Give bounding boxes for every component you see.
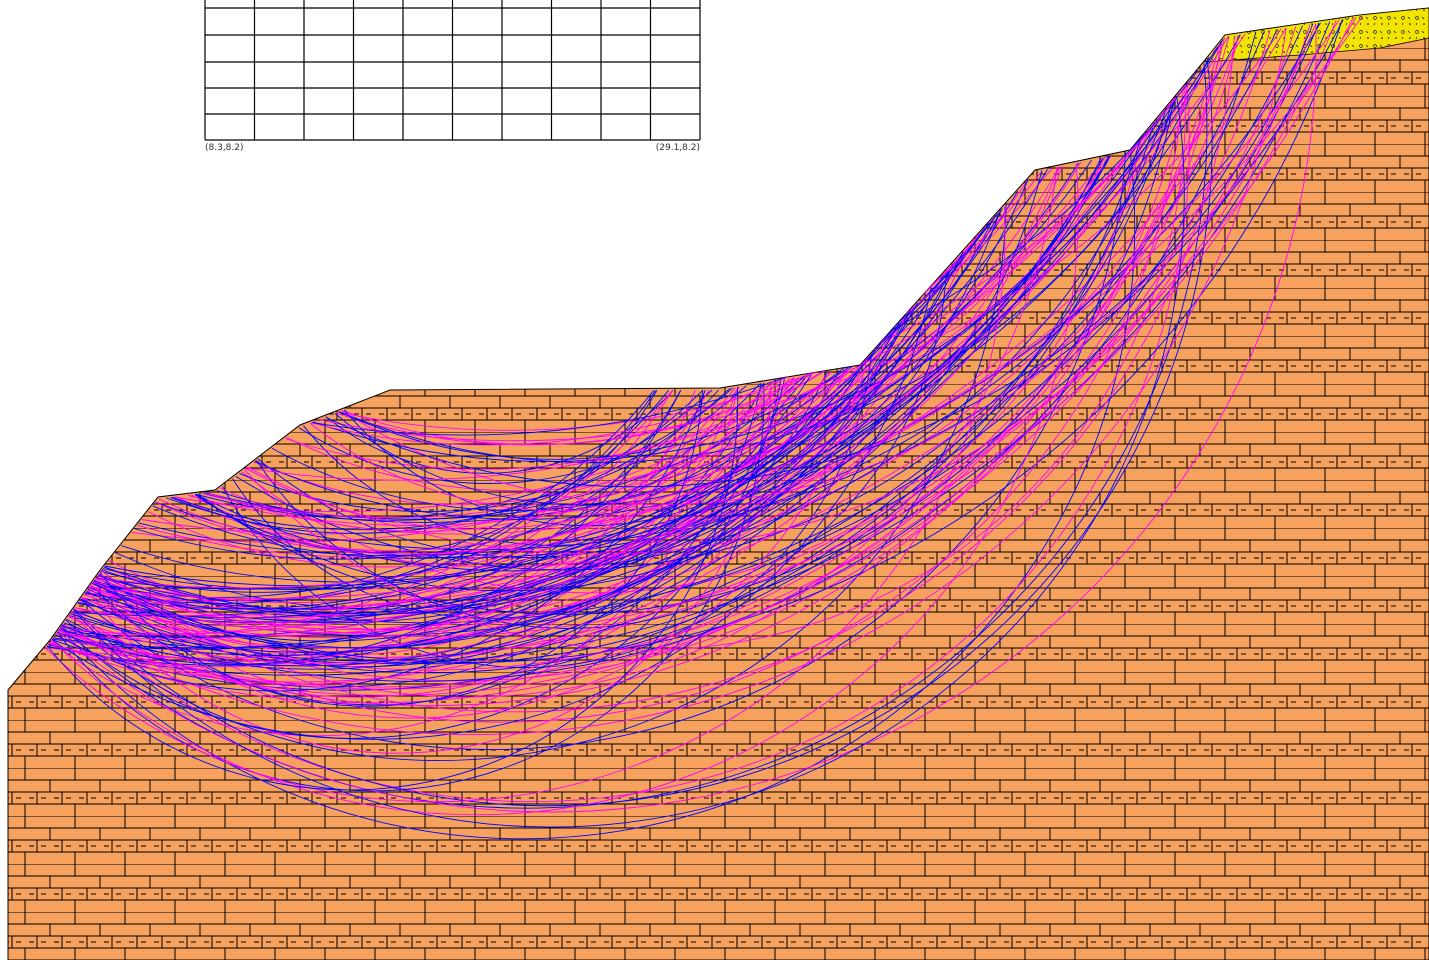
grid-corner-label: (8.3,8.2) — [205, 143, 244, 153]
center-grid — [205, 0, 700, 140]
grid-corner-label: (29.1,8.2) — [656, 143, 700, 153]
page: {"grid": {"corner_labels": ["(8.3,8.2)",… — [0, 0, 1429, 960]
slope-view: (8.3,8.2) (29.1,8.2) — [0, 0, 1429, 960]
